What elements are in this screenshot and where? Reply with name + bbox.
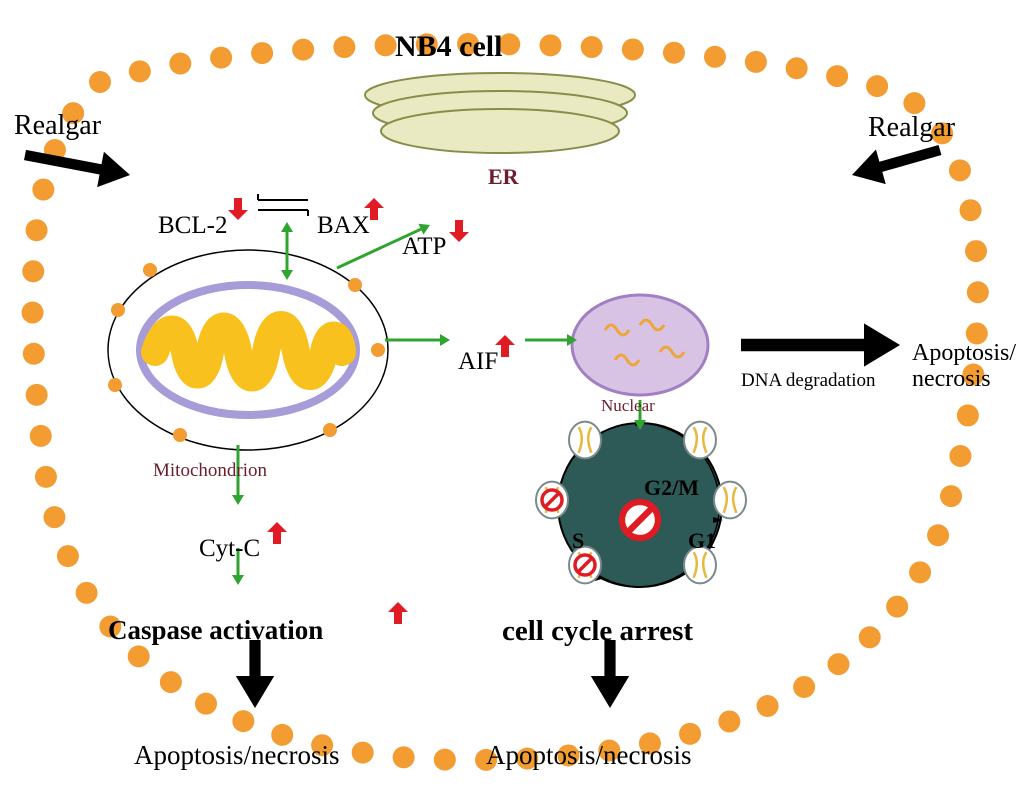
dna-degradation-label: DNA degradation — [741, 370, 876, 392]
bcl2-label: BCL-2 — [158, 212, 227, 240]
aif-label: AIF — [458, 348, 498, 376]
diagram-title: NB4 cell — [395, 30, 502, 64]
cell-cycle-arrest-label: cell cycle arrest — [502, 615, 693, 648]
nuclear-label: Nuclear — [601, 396, 655, 416]
caspase-indicator — [388, 602, 408, 624]
apoptosis-label-2: Apoptosis/necrosis — [486, 740, 692, 771]
dna-degradation-arrow — [741, 323, 900, 366]
s-label: S — [572, 528, 584, 554]
green-arrow — [525, 334, 577, 346]
mitochondrion-label: Mitochondrion — [153, 460, 267, 482]
apoptosis-right-label: Apoptosis/necrosis — [912, 340, 1016, 393]
apoptosis-arrow-1 — [236, 640, 274, 708]
green-arrow — [385, 334, 450, 346]
g1-label: G1 — [688, 528, 716, 554]
endoplasmic-reticulum — [365, 73, 635, 153]
atp-label: ATP — [402, 233, 446, 261]
cell-cycle-disc — [536, 420, 746, 587]
bcl2-indicator — [228, 198, 248, 220]
bax-label: BAX — [317, 212, 370, 240]
g2m-label: G2/M — [644, 475, 699, 501]
realgar-right-label: Realgar — [868, 112, 955, 144]
nucleus — [572, 295, 708, 395]
realgar-left-label: Realgar — [14, 110, 101, 142]
cytc-indicator — [267, 522, 287, 544]
realgar-right-arrow — [852, 145, 941, 184]
er-label: ER — [488, 164, 519, 190]
apoptosis-label-1: Apoptosis/necrosis — [134, 740, 340, 771]
caspase-label: Caspase activation — [108, 615, 323, 646]
mitochondrion — [108, 250, 388, 450]
cytc-label: Cyt-C — [199, 535, 260, 563]
atp-indicator — [449, 220, 469, 242]
bcl2-bax-equilibrium — [258, 194, 308, 216]
apoptosis-arrow-2 — [591, 640, 629, 708]
